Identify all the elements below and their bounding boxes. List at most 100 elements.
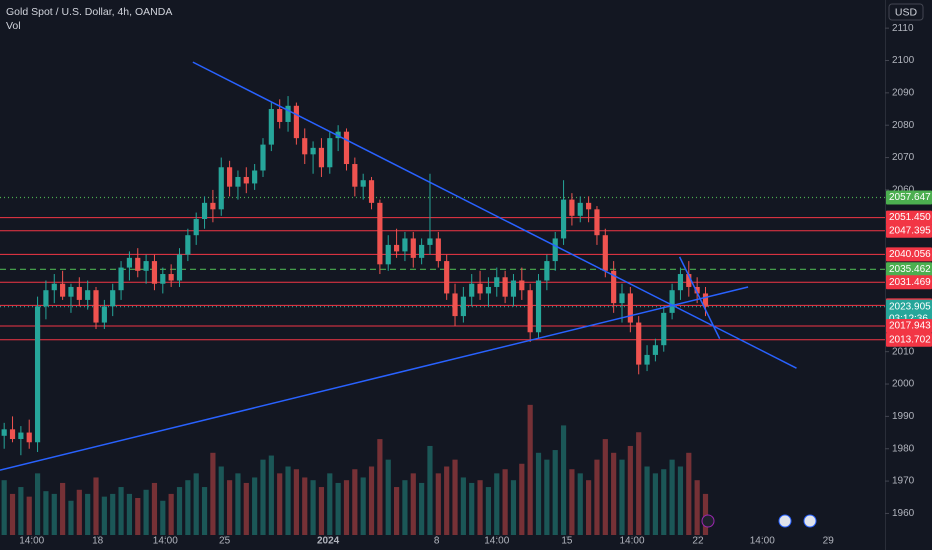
currency[interactable]: USD <box>895 6 918 18</box>
volume-bar <box>60 482 66 535</box>
volume-bar <box>335 482 341 535</box>
price-label-box <box>886 190 932 205</box>
volume-bar <box>185 480 191 535</box>
price-layer <box>0 61 885 471</box>
candle-body <box>661 312 667 346</box>
price-label: 2057.647 <box>889 192 931 203</box>
volume-bar <box>410 473 416 535</box>
volume-bar <box>661 469 667 535</box>
candle-body <box>360 180 366 187</box>
volume-bar <box>352 469 358 535</box>
volume-bar <box>160 500 166 535</box>
volume-bar <box>485 487 492 535</box>
candle-body <box>594 209 600 236</box>
candle-body <box>677 274 684 291</box>
candle-body <box>469 283 475 297</box>
candle-body <box>110 290 116 307</box>
candle-body <box>318 147 325 168</box>
candle-body <box>43 290 49 307</box>
y-tick-label: 2100 <box>892 55 915 66</box>
volume-bar <box>302 477 308 535</box>
candle-body <box>502 277 508 297</box>
candle-body <box>644 354 650 365</box>
candle-body <box>185 235 191 255</box>
volume-bar <box>235 473 241 535</box>
volume-bar <box>435 473 441 535</box>
candle-body <box>510 280 517 297</box>
candle-body <box>210 202 216 210</box>
price-label: 2017.943 <box>889 321 931 332</box>
volume-bar <box>427 445 433 535</box>
candle-body <box>268 109 274 145</box>
candle-body <box>327 138 333 168</box>
volume-bar <box>402 480 408 535</box>
candle-body <box>243 176 249 184</box>
x-tick-label: 14:00 <box>750 536 775 547</box>
candle-body <box>335 131 341 139</box>
candle-body <box>419 244 425 258</box>
x-tick-label: 14:00 <box>153 536 178 547</box>
currency-box[interactable] <box>888 3 924 21</box>
volume-bar <box>393 487 400 535</box>
volume-legend: Vol <box>6 20 21 32</box>
y-tick-label: 1980 <box>892 443 915 454</box>
event-icon[interactable] <box>803 514 817 528</box>
candle-body <box>160 274 166 284</box>
x-tick-label: 8 <box>434 536 440 547</box>
price-label-box <box>886 318 932 333</box>
candle-body <box>201 202 208 220</box>
volume-bar <box>126 493 132 535</box>
candle-body <box>577 202 583 216</box>
volume-bar <box>34 473 41 535</box>
candle-body <box>694 286 700 294</box>
price-label: 2031.469 <box>889 277 931 288</box>
candle-body <box>26 432 32 443</box>
candle-body <box>602 235 608 271</box>
volume-bar <box>327 473 333 535</box>
volume-bar <box>452 459 458 535</box>
x-tick-label: 14:00 <box>484 536 509 547</box>
event-icon[interactable] <box>701 514 715 528</box>
volume-bar <box>68 500 74 535</box>
volume-bar <box>502 469 508 535</box>
volume-bar <box>243 482 249 535</box>
candle-body <box>368 180 375 203</box>
volume-bar <box>26 496 32 535</box>
candle-body <box>227 167 233 187</box>
volume-bar <box>477 480 483 535</box>
candle-body <box>519 280 525 291</box>
volume-bar <box>560 425 567 535</box>
price-label: 2035.462 <box>889 264 931 275</box>
volume-bar <box>494 473 500 535</box>
candle-body <box>1 429 7 436</box>
volume-layer <box>1 404 709 535</box>
volume-bar <box>552 450 558 535</box>
volume-bar <box>368 466 375 535</box>
candle-body <box>552 238 558 262</box>
volume-bar <box>285 466 291 535</box>
volume-bar <box>469 482 475 535</box>
price-label: 2051.450 <box>889 212 931 223</box>
volume-bar <box>76 489 82 535</box>
candle-body <box>527 290 533 333</box>
volume-bar <box>586 480 592 535</box>
y-tick-label: 1960 <box>892 508 915 519</box>
x-tick-label: 15 <box>561 536 573 547</box>
volume-bar <box>652 473 658 535</box>
candle-body <box>586 202 592 210</box>
candle-body <box>427 238 433 245</box>
volume-bar <box>18 487 24 535</box>
volume-bar <box>260 459 266 535</box>
candle-body <box>435 238 441 262</box>
y-tick-label: 2090 <box>892 87 915 98</box>
volume-bar <box>9 493 16 535</box>
candle-body <box>702 293 709 307</box>
candle-body <box>135 257 141 271</box>
candle-body <box>60 283 66 297</box>
volume-bar <box>385 459 391 535</box>
candle-body <box>352 164 358 187</box>
event-icon[interactable] <box>778 514 792 528</box>
candle-body <box>252 170 258 184</box>
price-label-box <box>886 210 932 225</box>
